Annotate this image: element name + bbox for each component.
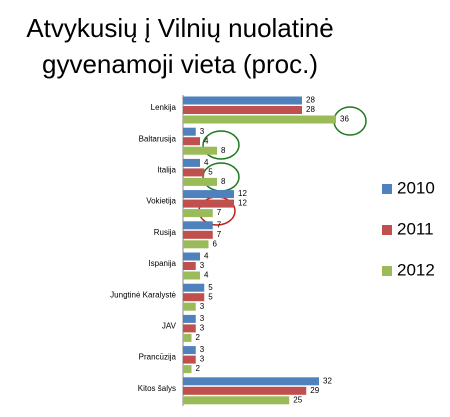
value-label: 5 [208, 283, 213, 292]
value-label: 3 [200, 127, 205, 136]
legend-label: 2012 [397, 260, 435, 279]
bar [183, 262, 196, 270]
value-label: 36 [340, 115, 349, 124]
bar [183, 396, 290, 405]
category-label: Baltarusija [139, 134, 177, 143]
bar [183, 158, 200, 167]
bar [183, 168, 205, 177]
chart-title: gyvenamoji vieta (proc.) [42, 49, 318, 79]
value-label: 3 [200, 302, 205, 311]
value-label: 6 [213, 239, 218, 248]
category-label: Lenkija [151, 103, 177, 112]
value-label: 8 [221, 177, 226, 186]
category-label: Vokietija [146, 197, 176, 206]
bar [183, 240, 209, 249]
value-label: 25 [293, 395, 302, 404]
chart-title: Atvykusių į Vilnių nuolatinė [26, 13, 333, 43]
category-label: Rusija [154, 228, 177, 237]
category-label: Kitos šalys [138, 384, 176, 393]
bar [183, 106, 302, 114]
legend-swatch [382, 225, 392, 235]
value-label: 4 [204, 271, 209, 280]
bar [183, 365, 192, 374]
bar [183, 377, 319, 386]
value-label: 4 [204, 136, 209, 145]
bar [183, 314, 196, 323]
value-label: 8 [221, 146, 226, 155]
category-label: Jungtinė Karalystė [110, 290, 176, 299]
bar [183, 209, 213, 218]
bar [183, 221, 213, 230]
bar [183, 386, 307, 395]
bar [183, 283, 205, 292]
highlight-circle [333, 106, 367, 136]
value-label: 5 [208, 168, 213, 177]
value-label: 28 [306, 105, 315, 114]
bar [183, 199, 234, 208]
value-label: 2 [196, 333, 201, 342]
bar [183, 293, 205, 302]
bar [183, 230, 213, 239]
value-label: 32 [323, 376, 332, 385]
legend-swatch [382, 266, 392, 276]
bar [183, 271, 200, 280]
value-label: 3 [200, 324, 205, 333]
category-label: Italija [157, 166, 176, 175]
value-label: 3 [200, 314, 205, 323]
value-label: 4 [204, 158, 209, 167]
value-label: 29 [310, 386, 319, 395]
value-label: 3 [200, 355, 205, 364]
legend-label: 2010 [397, 178, 435, 197]
value-label: 5 [208, 292, 213, 301]
bar [183, 127, 196, 136]
bar [183, 115, 336, 124]
category-label: Ispanija [148, 259, 176, 268]
value-label: 12 [238, 199, 247, 208]
category-label: JAV [162, 322, 177, 331]
legend-swatch [382, 184, 392, 194]
value-label: 4 [204, 252, 209, 261]
bar [183, 252, 200, 261]
highlight-circle [202, 130, 240, 160]
value-label: 3 [200, 261, 205, 270]
bar [183, 146, 217, 155]
value-label: 2 [196, 364, 201, 373]
bar [183, 355, 196, 364]
value-label: 12 [238, 189, 247, 198]
value-label: 7 [217, 208, 222, 217]
legend-label: 2011 [397, 219, 434, 238]
category-label: Prancūzija [139, 353, 177, 362]
value-label: 28 [306, 96, 315, 105]
value-label: 7 [217, 230, 222, 239]
bar [183, 324, 196, 333]
bar [183, 346, 196, 355]
value-label: 3 [200, 345, 205, 354]
bar [183, 333, 192, 342]
bar [183, 96, 302, 105]
bar [183, 177, 217, 186]
bar [183, 302, 196, 311]
bar [183, 137, 200, 146]
value-label: 7 [217, 220, 222, 229]
bar [183, 190, 234, 199]
